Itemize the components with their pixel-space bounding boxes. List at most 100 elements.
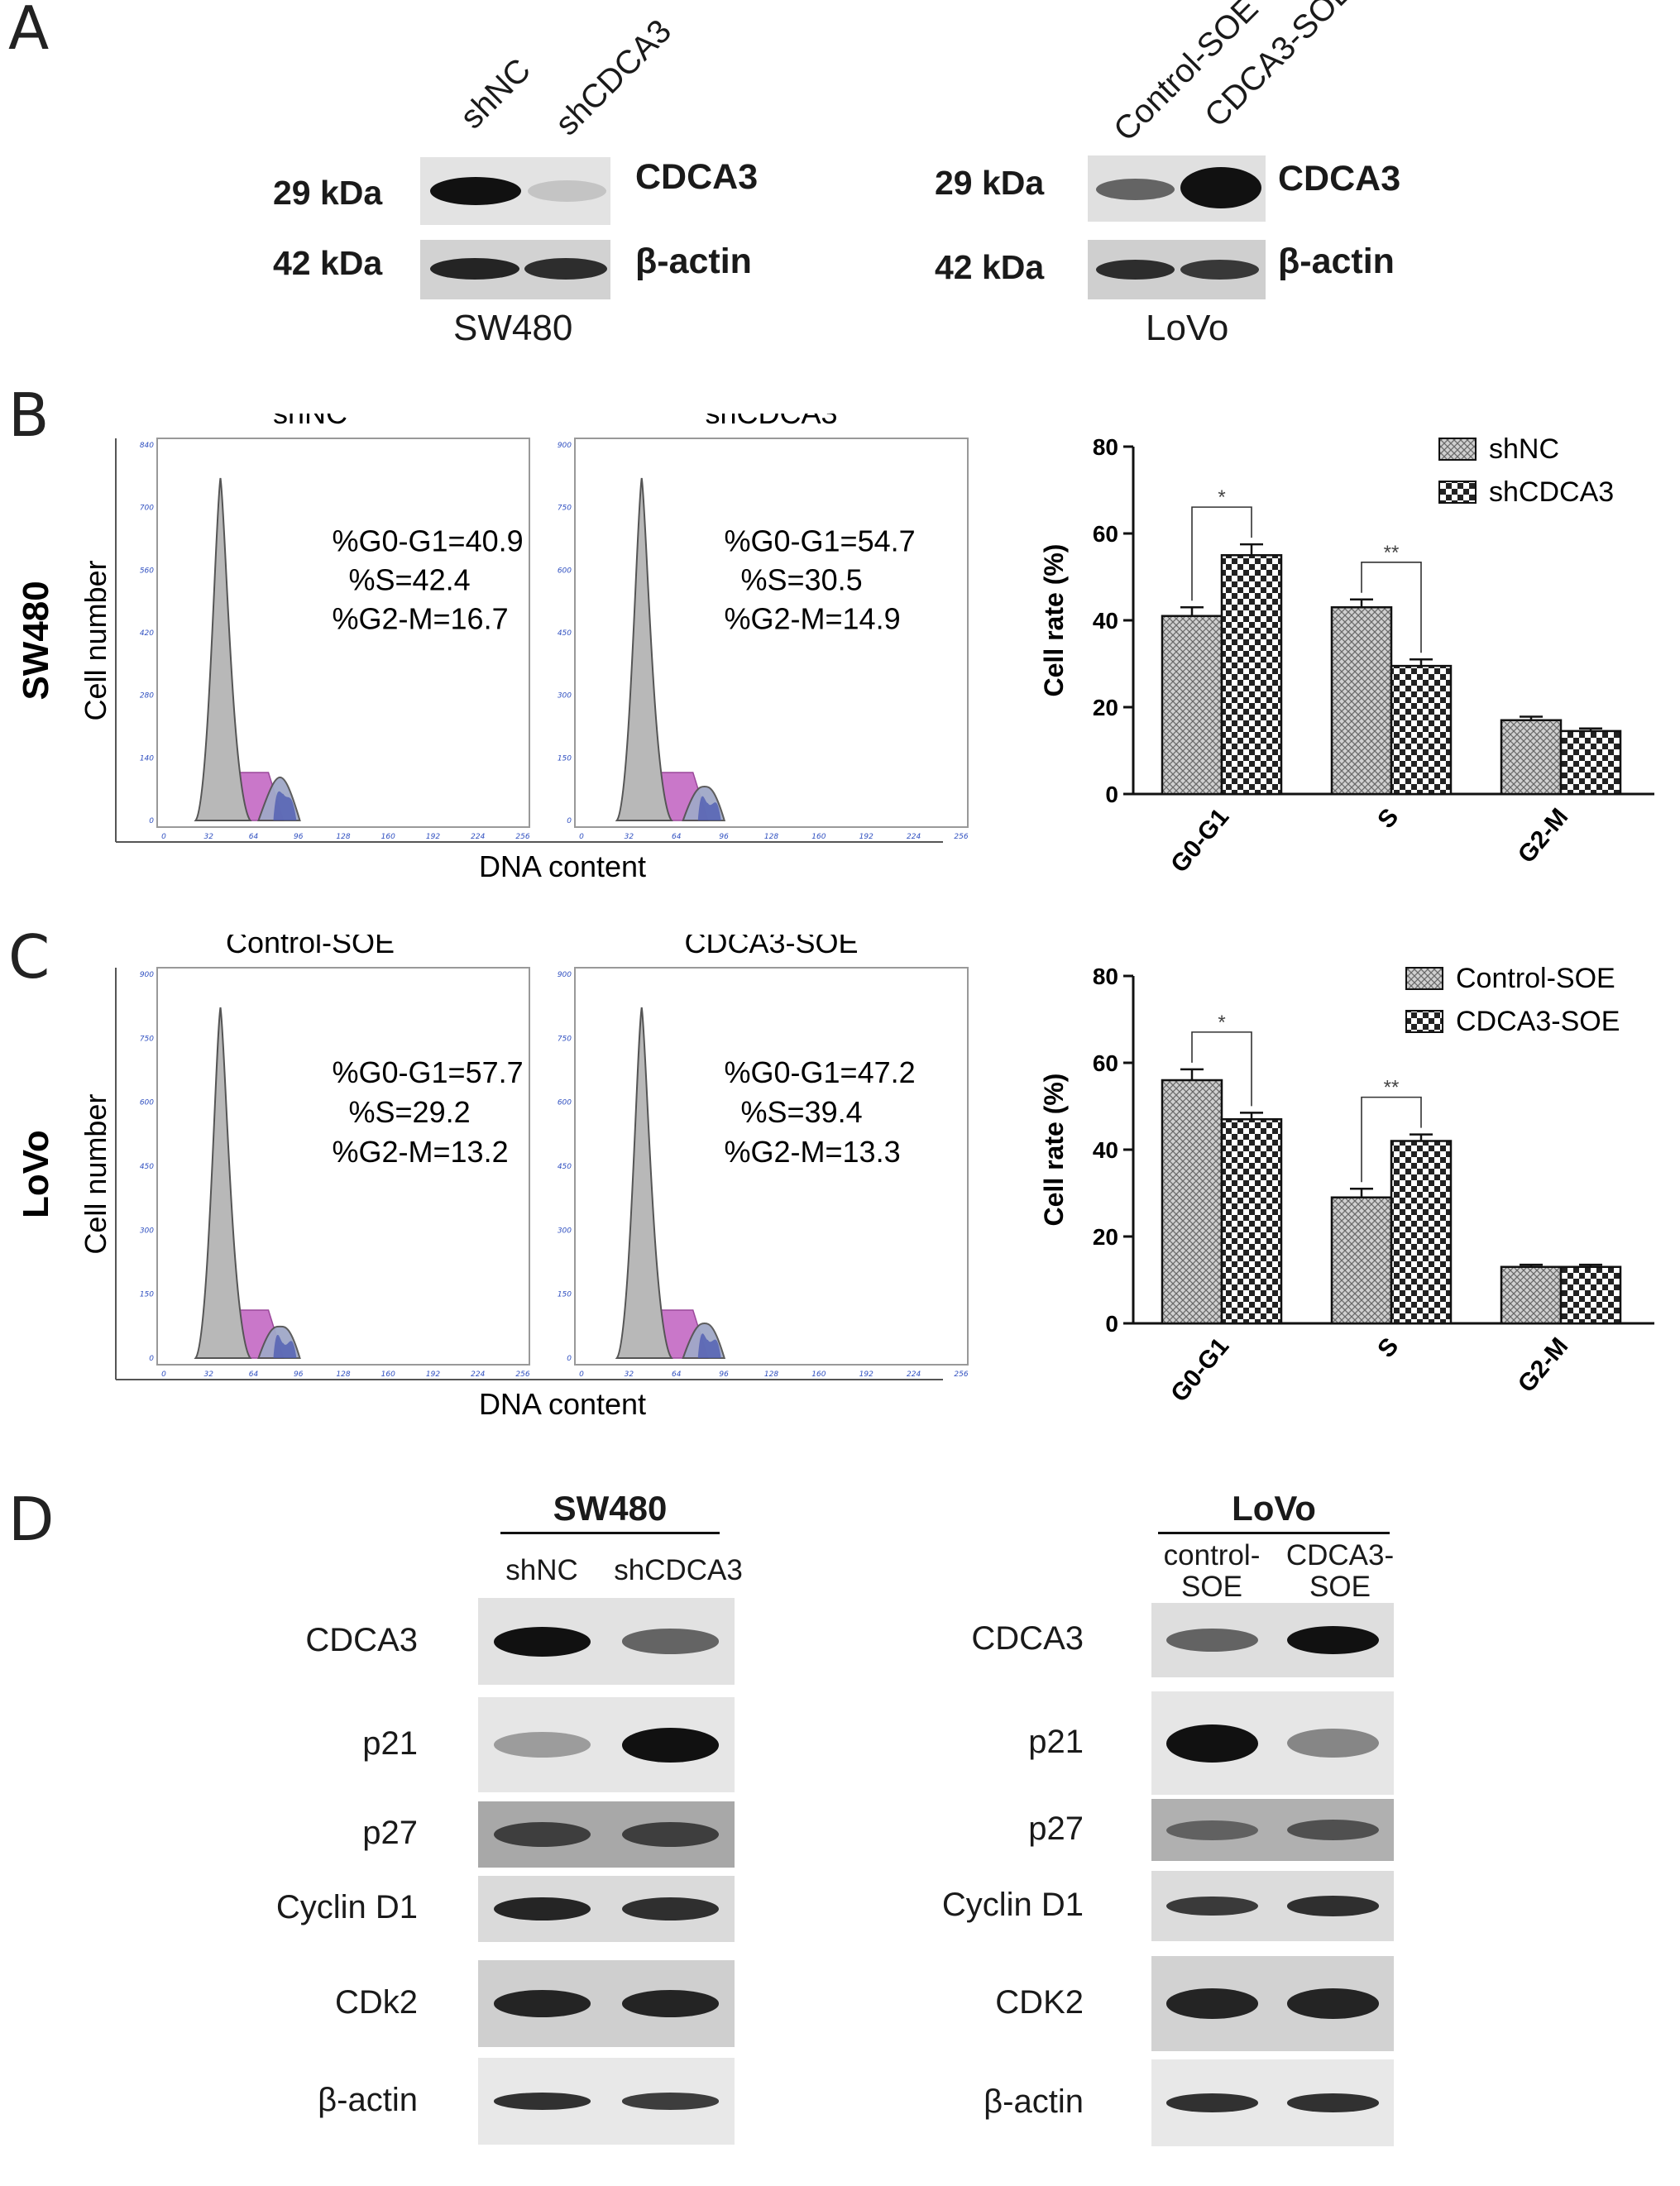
- group-underline: [1158, 1532, 1390, 1534]
- western-blot: [1151, 1871, 1394, 1941]
- y-tick-label: 0: [1105, 782, 1118, 807]
- bar: [1390, 664, 1453, 796]
- y-axis-label: Cell rate (%): [1039, 544, 1069, 697]
- y-tick-label: 450: [140, 1163, 154, 1171]
- s-percent: %S=30.5: [741, 562, 863, 596]
- blot-band: [1165, 1724, 1258, 1763]
- x-tick-label: 256: [954, 1370, 968, 1379]
- blot-band: [1180, 167, 1261, 208]
- legend-label: shCDCA3: [1489, 476, 1614, 508]
- blot-band: [621, 1897, 720, 1921]
- blot-band: [621, 1727, 720, 1763]
- x-tick-label: 0: [579, 1370, 584, 1379]
- blot-band: [1287, 1626, 1380, 1654]
- y-tick-label: 900: [558, 971, 572, 979]
- x-tick-label: 96: [719, 833, 729, 841]
- blot-band: [493, 2093, 591, 2110]
- x-tick-label: 192: [426, 833, 440, 841]
- y-tick-label: 840: [140, 442, 154, 450]
- y-tick-label: 40: [1093, 608, 1118, 634]
- x-tick-label: 224: [471, 833, 485, 841]
- protein-label: β-actin: [318, 2081, 418, 2118]
- x-tick-label: 96: [719, 1370, 729, 1379]
- x-tick-label: 64: [672, 1370, 682, 1379]
- flow-histogram: shNC 840 700 560 420 280 140 00 32 64 96 128 160 192 2…: [140, 414, 530, 841]
- legend-label: Control-SOE: [1456, 963, 1615, 994]
- western-blot: [420, 240, 610, 299]
- flow-histogram: shCDCA3 900 750 600 450 300 150 00 32 64 96 128 160 1…: [558, 414, 969, 841]
- x-tick-label: G0-G1: [1165, 1332, 1234, 1407]
- blot-band: [621, 2093, 720, 2110]
- bar-chart-b: 0 20 40 60 80 Cell rate (%) G0-G1 * S ** G2-M shNC s…: [1017, 414, 1679, 893]
- blot-band: [1165, 1988, 1258, 2019]
- protein-label: Cyclin D1: [941, 1886, 1084, 1923]
- blot-band: [1165, 2093, 1258, 2112]
- lane-label: shCDCA3: [548, 12, 679, 143]
- g2-fit: [273, 1334, 297, 1358]
- histogram-title: shNC: [273, 414, 347, 430]
- protein-label: Cyclin D1: [275, 1889, 418, 1925]
- cell-cycle-bar-chart: 0 20 40 60 80 Cell rate (%) G0-G1 * S ** G2-M shNC s…: [1039, 433, 1654, 878]
- g2m-percent: %G2-M=13.2: [333, 1135, 509, 1169]
- histogram-title: CDCA3-SOE: [684, 935, 858, 959]
- significance-mark: **: [1384, 1077, 1400, 1099]
- protein-label: CDCA3: [305, 1621, 418, 1658]
- panel-label-c: C: [8, 922, 50, 992]
- blot-group-title: LoVo: [1232, 1489, 1316, 1528]
- x-tick-label: 128: [764, 1370, 778, 1379]
- x-tick-label: 128: [764, 833, 778, 841]
- y-tick-label: 20: [1093, 1224, 1118, 1250]
- x-tick-label: 192: [426, 1370, 440, 1379]
- blot-band: [493, 1626, 591, 1657]
- x-tick-label: 0: [161, 833, 166, 841]
- significance-bracket: [1361, 562, 1422, 653]
- x-tick-label: 224: [907, 1370, 921, 1379]
- y-axis-label: Cell number: [79, 560, 112, 720]
- blot-group-title: SW480: [553, 1489, 668, 1528]
- legend-swatch: [1405, 1010, 1443, 1033]
- blot-band: [528, 180, 606, 202]
- g2-fit: [273, 791, 297, 820]
- bar: [1390, 1140, 1453, 1325]
- y-tick-label: 700: [140, 505, 154, 513]
- y-tick-label: 750: [558, 505, 572, 513]
- significance-mark: *: [1218, 486, 1225, 509]
- significance-bracket: [1191, 506, 1252, 601]
- flow-histogram: CDCA3-SOE 900 750 600 450 300 150 00 32 64 96 128 16…: [558, 935, 969, 1379]
- g2-fit: [697, 1333, 721, 1358]
- legend-label: shNC: [1489, 433, 1559, 465]
- blot-band: [524, 258, 607, 280]
- blot-band: [493, 1990, 591, 2017]
- protein-label: p21: [362, 1724, 418, 1762]
- y-tick-label: 0: [567, 817, 572, 825]
- protein-label: CDCA3: [971, 1620, 1084, 1657]
- protein-label: β-actin: [984, 2083, 1084, 2120]
- blot-band: [1096, 179, 1175, 200]
- kda-label: 42 kDa: [935, 248, 1045, 286]
- x-tick-label: 0: [161, 1370, 166, 1379]
- x-tick-label: 192: [859, 1370, 874, 1379]
- flow-row-c: LoVo Cell number DNA content Control-SOE 900…: [0, 935, 993, 1431]
- bar: [1161, 1079, 1223, 1325]
- flow-cytometry-histograms: LoVo Cell number DNA content Control-SOE 900…: [16, 935, 969, 1421]
- western-blot: [478, 1697, 735, 1792]
- x-tick-label: S: [1372, 803, 1404, 834]
- lane-label: CDCA3- SOE: [1285, 1539, 1395, 1603]
- blot-band: [1287, 1819, 1380, 1841]
- y-tick-label: 600: [140, 1099, 154, 1107]
- y-tick-label: 150: [140, 1291, 154, 1299]
- x-tick-label: 64: [672, 833, 682, 841]
- blot-band: [493, 1822, 591, 1847]
- cell-line-label: SW480: [453, 308, 573, 348]
- g2m-percent: %G2-M=16.7: [333, 601, 509, 635]
- x-tick-label: 160: [381, 833, 395, 841]
- kda-label: 29 kDa: [935, 164, 1045, 202]
- bar: [1330, 1196, 1393, 1325]
- y-tick-label: 300: [558, 692, 572, 701]
- x-tick-label: 160: [381, 1370, 395, 1379]
- blot-band: [493, 1897, 591, 1921]
- y-tick-label: 60: [1093, 1050, 1118, 1076]
- cell-line-label: LoVo: [1146, 308, 1229, 348]
- g0g1-percent: %G0-G1=54.7: [725, 524, 916, 557]
- y-axis-label: Cell rate (%): [1039, 1074, 1069, 1227]
